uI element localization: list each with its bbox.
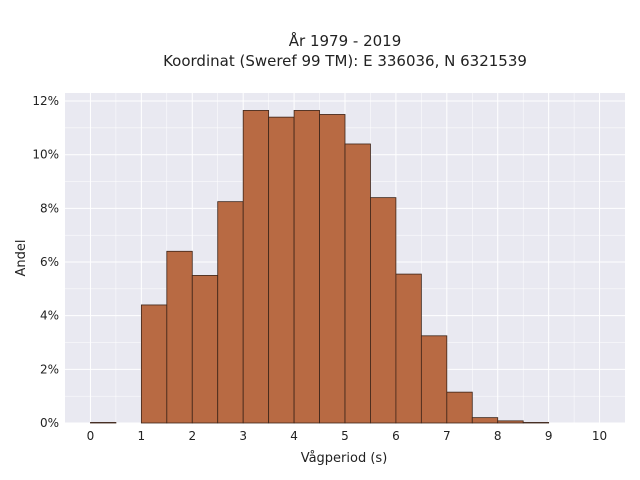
histogram-bar bbox=[191, 275, 219, 424]
histogram-bar bbox=[420, 335, 448, 424]
histogram-bar bbox=[293, 110, 320, 424]
x-tick-label: 3 bbox=[239, 429, 247, 443]
chart-title-line-2: Koordinat (Sweref 99 TM): E 336036, N 63… bbox=[163, 52, 527, 70]
y-tick-label: 6% bbox=[40, 255, 59, 269]
histogram-bar bbox=[90, 422, 117, 424]
y-tick-label: 12% bbox=[32, 94, 59, 108]
histogram-bar bbox=[370, 197, 397, 424]
histogram-bar bbox=[242, 110, 270, 424]
histogram-bar bbox=[319, 114, 346, 424]
y-axis-label: Andel bbox=[14, 240, 29, 277]
x-axis-label: Vågperiod (s) bbox=[301, 451, 388, 466]
x-tick-label: 0 bbox=[87, 429, 95, 443]
y-tick-label: 10% bbox=[32, 148, 59, 162]
y-tick-label: 8% bbox=[40, 201, 59, 215]
x-tick-label: 4 bbox=[290, 429, 298, 443]
histogram-bar bbox=[166, 250, 193, 424]
x-tick-label: 9 bbox=[545, 429, 553, 443]
y-tick-label: 2% bbox=[40, 362, 59, 376]
y-axis-ticks: 0% 2% 4% 6% 8% 10% 12% bbox=[32, 94, 59, 430]
histogram-bar bbox=[471, 417, 499, 424]
y-tick-label: 4% bbox=[40, 309, 59, 323]
y-tick-label: 0% bbox=[40, 416, 59, 430]
x-tick-label: 7 bbox=[443, 429, 451, 443]
x-tick-label: 5 bbox=[341, 429, 349, 443]
x-tick-label: 2 bbox=[188, 429, 196, 443]
x-tick-label: 1 bbox=[138, 429, 146, 443]
x-tick-label: 10 bbox=[592, 429, 607, 443]
histogram-bar bbox=[522, 422, 550, 424]
histogram-bar bbox=[344, 143, 371, 424]
histogram-bar bbox=[268, 116, 295, 424]
histogram-bars bbox=[90, 110, 550, 424]
chart-title-line-1: År 1979 - 2019 bbox=[289, 31, 402, 50]
histogram-bar bbox=[140, 304, 168, 424]
x-axis-ticks: 0 1 2 3 4 5 6 7 8 9 10 bbox=[87, 429, 608, 443]
histogram-bar bbox=[497, 420, 524, 424]
x-tick-label: 8 bbox=[494, 429, 502, 443]
histogram-bar bbox=[446, 391, 473, 424]
histogram-bar bbox=[217, 201, 244, 424]
histogram-bar bbox=[395, 273, 422, 424]
x-tick-label: 6 bbox=[392, 429, 400, 443]
